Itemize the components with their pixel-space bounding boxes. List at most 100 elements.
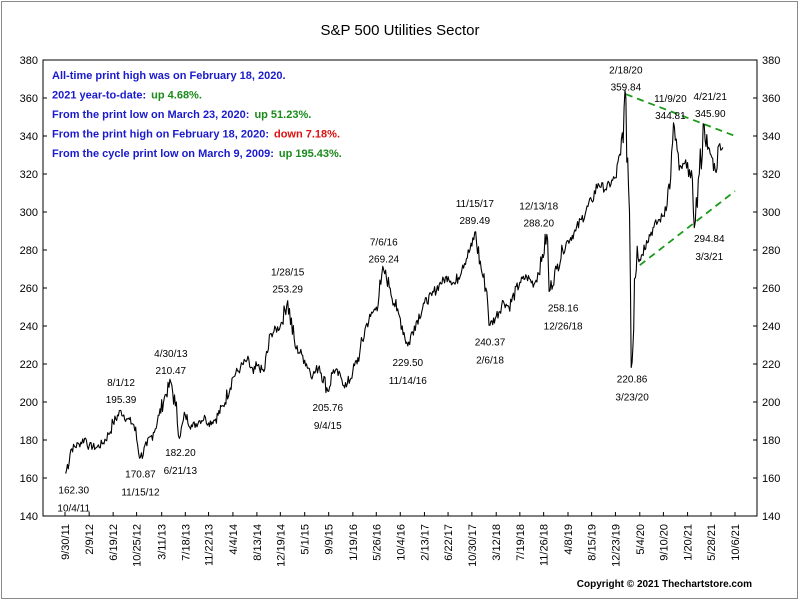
x-tick-label: 12/19/14	[275, 524, 287, 567]
info-value: up 195.43%.	[279, 148, 342, 160]
info-line: 2021 year-to-date: up 4.68%.	[52, 90, 202, 102]
info-line: All-time print high was on February 18, …	[52, 70, 286, 82]
y-tick-label-left: 300	[20, 207, 38, 219]
annotation-value: 10/4/11	[57, 504, 90, 515]
y-tick-label-left: 320	[20, 169, 38, 181]
y-tick-label-right: 140	[762, 511, 780, 523]
x-axis: 9/30/11 2/9/12 6/19/12 10/25/12 3/11/13 7/18/…	[60, 512, 742, 567]
x-tick-label: 3/12/18	[491, 524, 503, 561]
y-axis-left: 140 160 180 200 220 240 260 280 300 320 340 360 380	[20, 55, 47, 523]
x-tick-label: 5/26/16	[371, 524, 383, 561]
annotation-value: 289.49	[460, 216, 491, 227]
x-tick-label: 12/23/19	[610, 524, 622, 567]
annotation-value: 195.39	[106, 395, 137, 406]
annotation-value: 12/26/18	[544, 321, 583, 332]
annotation-date: 182.20	[165, 448, 196, 459]
annotations: 2/18/20 359.84 11/9/20 344.81 4/21/21 345.90 1…	[57, 65, 727, 514]
info-value: up 51.23%.	[254, 109, 311, 121]
x-tick-label: 9/30/11	[60, 524, 72, 560]
y-tick-label-right: 380	[762, 55, 780, 67]
annotation-value: 359.84	[611, 82, 642, 93]
annotation-value: 11/15/12	[121, 487, 160, 498]
y-tick-label-left: 160	[20, 473, 38, 485]
price-series-line	[65, 89, 724, 474]
x-tick-label: 10/30/17	[467, 524, 479, 567]
trend-line	[625, 93, 736, 137]
x-tick-label: 5/1/15	[300, 524, 312, 555]
annotation-value: 269.24	[368, 254, 399, 265]
y-tick-label-right: 300	[762, 207, 780, 219]
y-tick-label-right: 280	[762, 245, 780, 257]
annotation-value: 288.20	[523, 218, 554, 229]
y-tick-label-right: 200	[762, 397, 780, 409]
x-tick-label: 5/4/20	[635, 524, 647, 555]
y-tick-label-left: 220	[20, 359, 38, 371]
annotation-date: 258.16	[548, 303, 579, 314]
y-tick-label-left: 140	[20, 511, 38, 523]
x-tick-label: 2/13/17	[419, 524, 431, 561]
y-tick-label-left: 280	[20, 245, 38, 257]
info-line: From the print high on February 18, 2020…	[52, 129, 340, 141]
x-tick-label: 11/22/13	[204, 524, 216, 566]
x-tick-label: 2/9/12	[84, 524, 96, 555]
chart-title: S&P 500 Utilities Sector	[321, 22, 480, 39]
y-tick-label-left: 340	[20, 131, 38, 143]
annotation-value: 3/23/20	[615, 392, 649, 403]
annotation-value: 344.81	[655, 111, 686, 122]
annotation-value: 3/3/21	[695, 252, 723, 263]
x-tick-label: 4/4/14	[228, 524, 240, 555]
y-tick-label-right: 180	[762, 435, 780, 447]
y-tick-label-left: 180	[20, 435, 38, 447]
annotation-value: 9/4/15	[314, 421, 342, 432]
x-tick-label: 7/18/13	[180, 524, 192, 561]
y-tick-label-left: 380	[20, 55, 38, 67]
y-tick-label-right: 160	[762, 473, 780, 485]
info-box: All-time print high was on February 18, …	[52, 70, 342, 160]
annotation-date: 1/28/15	[271, 268, 305, 279]
annotation-value: 11/14/16	[389, 376, 428, 387]
y-tick-label-left: 240	[20, 321, 38, 333]
annotation-date: 4/30/13	[154, 349, 188, 360]
x-tick-label: 3/11/13	[157, 524, 169, 560]
annotation-date: 8/1/12	[107, 378, 135, 389]
x-tick-label: 6/19/12	[108, 524, 120, 561]
info-line: From the cycle print low on March 9, 200…	[52, 148, 342, 160]
x-tick-label: 1/19/16	[348, 524, 360, 561]
info-value: down 7.18%.	[274, 129, 340, 141]
annotation-value: 210.47	[156, 366, 187, 377]
x-tick-label: 9/10/20	[658, 524, 670, 561]
x-tick-label: 7/19/18	[515, 524, 527, 561]
info-label: From the print high on February 18, 2020…	[52, 129, 269, 141]
x-tick-label: 5/28/21	[706, 524, 718, 561]
annotation-date: 11/9/20	[654, 94, 687, 105]
annotation-value: 345.90	[695, 109, 726, 120]
trend-line	[639, 190, 736, 266]
info-label: All-time print high was on February 18, …	[52, 70, 286, 82]
annotation-value: 2/6/18	[476, 355, 504, 366]
annotation-date: 11/15/17	[456, 199, 495, 210]
info-label: From the print low on March 23, 2020:	[52, 109, 249, 121]
y-tick-label-right: 340	[762, 131, 780, 143]
annotation-date: 162.30	[58, 486, 89, 497]
annotation-value: 6/21/13	[164, 466, 198, 477]
x-tick-label: 8/15/19	[587, 524, 599, 561]
copyright-text: Copyright © 2021 Thechartstore.com	[577, 579, 752, 590]
info-label: From the cycle print low on March 9, 200…	[52, 148, 274, 160]
annotation-date: 220.86	[617, 374, 648, 385]
annotation-date: 4/21/21	[694, 92, 728, 103]
x-tick-label: 8/13/14	[252, 524, 264, 561]
y-tick-label-right: 320	[762, 169, 780, 181]
annotation-date: 170.87	[125, 469, 156, 480]
annotation-date: 2/18/20	[609, 65, 643, 76]
annotation-date: 294.84	[694, 234, 725, 245]
annotation-date: 7/6/16	[370, 237, 398, 248]
y-tick-label-right: 220	[762, 359, 780, 371]
trend-lines	[625, 93, 736, 266]
x-tick-label: 10/25/12	[132, 524, 144, 567]
annotation-value: 253.29	[272, 285, 303, 296]
x-tick-label: 10/6/21	[730, 524, 742, 561]
x-tick-label: 6/22/17	[443, 524, 455, 561]
y-tick-label-left: 260	[20, 283, 38, 295]
